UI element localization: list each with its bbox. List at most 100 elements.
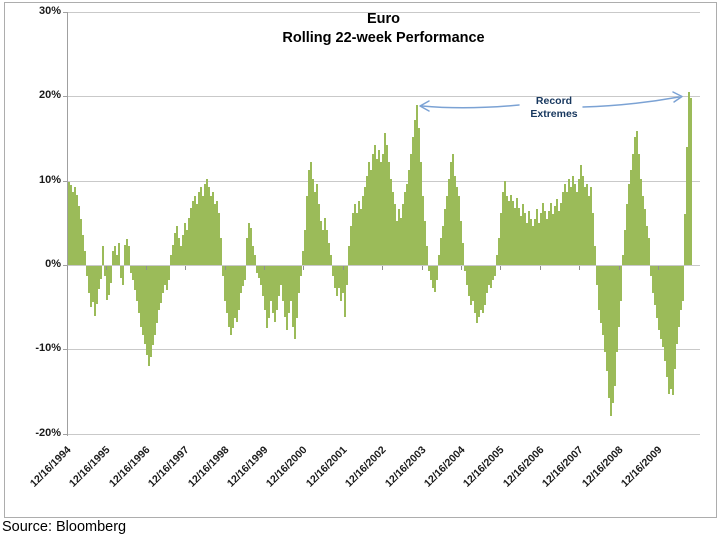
y-axis-tick [63, 434, 68, 435]
bar [390, 178, 392, 265]
bar [544, 210, 546, 265]
bar [276, 266, 278, 310]
bar [540, 212, 542, 265]
bar [532, 226, 534, 265]
bar [580, 164, 582, 265]
bar [416, 105, 418, 265]
bar [74, 187, 76, 265]
bar [510, 194, 512, 265]
bar [326, 229, 328, 265]
bar [242, 266, 244, 287]
y-axis-tick [63, 181, 68, 182]
bar [546, 219, 548, 265]
bar [388, 162, 390, 265]
bar [628, 183, 630, 265]
bar [76, 194, 78, 265]
bar [204, 183, 206, 265]
source-caption: Source: Bloomberg [2, 519, 127, 535]
bar [482, 266, 484, 314]
bar [530, 219, 532, 265]
bar [402, 204, 404, 265]
bar [466, 266, 468, 285]
bar [492, 266, 494, 280]
bar [538, 222, 540, 265]
bar [352, 212, 354, 265]
bar [490, 266, 492, 288]
bar [452, 153, 454, 265]
y-tick-label: 0% [45, 258, 61, 270]
bar [432, 266, 434, 288]
bar [298, 266, 300, 293]
bar [494, 266, 496, 277]
bar [330, 254, 332, 265]
bar [240, 266, 242, 293]
annotation-line1: Record [535, 95, 573, 107]
bar [116, 254, 118, 265]
bar [186, 229, 188, 265]
bar [408, 170, 410, 265]
bar [246, 237, 248, 265]
x-axis-tick [461, 266, 462, 270]
bar [590, 187, 592, 265]
bar [260, 266, 262, 285]
bar [156, 266, 158, 324]
bar [258, 266, 260, 278]
x-axis-tick [382, 266, 383, 270]
bar [518, 207, 520, 265]
bar [214, 204, 216, 265]
bar [362, 195, 364, 265]
bar [392, 192, 394, 265]
bar [542, 202, 544, 265]
bar [460, 221, 462, 265]
bar [664, 266, 666, 361]
bar [132, 266, 134, 280]
x-axis-tick [619, 266, 620, 270]
bar [438, 254, 440, 265]
bar [456, 187, 458, 265]
bar [222, 266, 224, 277]
bar [192, 200, 194, 265]
bar [574, 183, 576, 265]
bar [230, 266, 232, 336]
bar [118, 243, 120, 265]
bar [334, 266, 336, 288]
bar [324, 217, 326, 265]
bar [350, 226, 352, 265]
bar [120, 266, 122, 278]
bar [556, 199, 558, 265]
bar [344, 266, 346, 317]
bar [250, 227, 252, 265]
bar [348, 246, 350, 265]
bar [670, 266, 672, 390]
bar [198, 192, 200, 265]
bar [400, 217, 402, 265]
bar [340, 266, 342, 302]
bar [640, 178, 642, 265]
y-axis-tick [63, 12, 68, 13]
bar [646, 226, 648, 265]
bar [506, 195, 508, 265]
bar [224, 266, 226, 302]
bar [450, 162, 452, 265]
bar [104, 266, 106, 277]
bar [296, 266, 298, 319]
bar [138, 266, 140, 314]
bar [448, 178, 450, 265]
bar [82, 234, 84, 265]
bar [252, 246, 254, 265]
x-axis-tick [540, 266, 541, 270]
gridline-30% [67, 12, 700, 13]
bar [512, 200, 514, 265]
bar [534, 219, 536, 265]
bar [672, 266, 674, 396]
bar [332, 266, 334, 277]
bar [188, 217, 190, 265]
bar [430, 266, 432, 280]
bar [300, 266, 302, 277]
bar [170, 254, 172, 265]
bar [154, 266, 156, 336]
bar [666, 266, 668, 378]
bar [98, 266, 100, 289]
x-axis-tick [264, 266, 265, 270]
bar [658, 266, 660, 331]
